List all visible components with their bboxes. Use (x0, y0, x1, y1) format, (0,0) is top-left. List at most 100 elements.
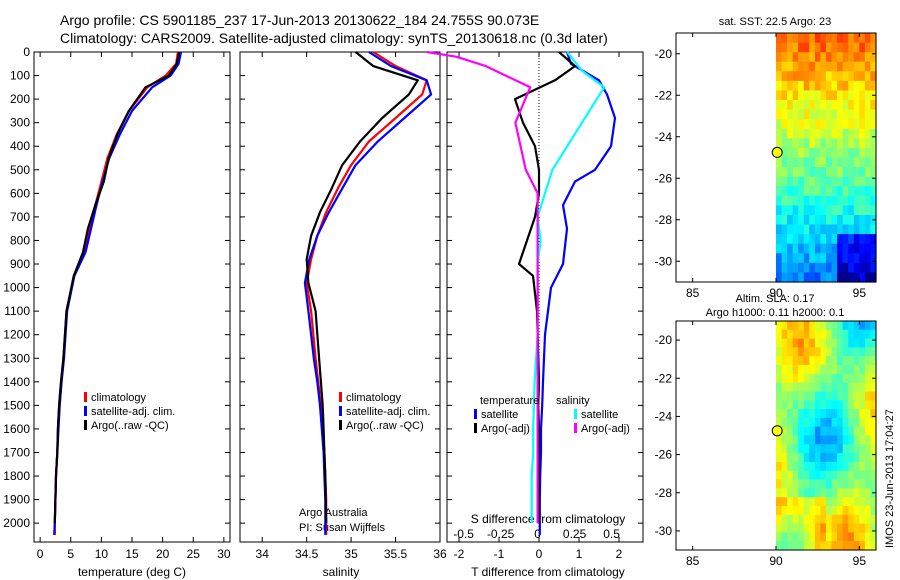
map-cell (820, 523, 827, 533)
map-cell (826, 435, 833, 445)
map-cell (814, 409, 822, 419)
map-cell (837, 42, 844, 53)
map-cell (859, 488, 866, 498)
map-cell (781, 506, 788, 516)
map-cell (787, 400, 794, 410)
map-cell (809, 453, 816, 463)
map-cell (842, 52, 849, 63)
map-cell (870, 479, 877, 489)
map-cell (814, 253, 822, 264)
map-cell (820, 234, 827, 245)
map-cell (809, 523, 816, 533)
map-cell (792, 426, 799, 437)
map-cell (837, 479, 844, 489)
map-cell (776, 224, 783, 235)
map-cell (809, 470, 816, 481)
map-cell (781, 119, 788, 130)
map-cell (864, 321, 872, 331)
map-cell (831, 138, 838, 149)
map-cell (859, 461, 866, 472)
map-cell (853, 506, 860, 516)
map-cell (814, 523, 822, 533)
s-diff-tick-label: -0.25 (487, 527, 515, 541)
map-cell (870, 234, 877, 245)
map-cell (820, 514, 827, 525)
legend-header-salinity: salinity (556, 395, 590, 407)
map-cell (814, 444, 822, 454)
map-cell (864, 338, 872, 348)
map-cell (792, 488, 799, 498)
map-cell (831, 453, 838, 463)
map-cell (837, 234, 844, 245)
map-cell (814, 272, 822, 283)
map-cell (842, 61, 849, 72)
map-cell (870, 42, 877, 53)
map-cell (826, 128, 833, 139)
map-cell (842, 488, 849, 498)
map-cell (820, 497, 827, 507)
map-cell (814, 205, 822, 216)
map-cell (864, 272, 872, 283)
map-cell (792, 417, 799, 428)
map-cell (870, 61, 877, 72)
map-cell (870, 100, 877, 111)
map-cell (864, 42, 872, 53)
map-cell (864, 329, 872, 340)
map-cell (803, 417, 810, 428)
map-cell (848, 479, 855, 489)
map-cell (803, 461, 810, 472)
map-cell (864, 147, 872, 159)
map-cell (781, 523, 788, 533)
map-cell (820, 71, 827, 82)
lat-tick-label: -20 (655, 47, 673, 61)
map-cell (831, 435, 838, 445)
map-cell (853, 186, 860, 197)
map-cell (809, 147, 816, 159)
map-cell (864, 435, 872, 445)
x-tick-label: -1 (494, 547, 505, 561)
map-cell (831, 541, 838, 551)
map-cell (859, 253, 866, 264)
map-cell (798, 90, 805, 101)
map-cell (803, 426, 810, 437)
map-cell (842, 497, 849, 507)
plot-frame (239, 51, 441, 543)
map-cell (837, 365, 844, 375)
map-cell (864, 409, 872, 419)
map-cell (826, 532, 833, 542)
map-cell (776, 488, 783, 498)
map-cell (848, 541, 855, 551)
map-cell (809, 100, 816, 111)
map-cell (837, 453, 844, 463)
map-cell (814, 109, 822, 120)
depth-tick-label: 0 (23, 45, 30, 59)
map-cell (837, 100, 844, 111)
map-cell (826, 205, 833, 216)
map-cell (814, 417, 822, 428)
map-cell (870, 417, 877, 428)
map-cell (776, 176, 783, 187)
depth-tick-label: 1900 (3, 493, 30, 507)
map-cell (809, 80, 816, 92)
map-cell (826, 234, 833, 245)
map-cell (803, 147, 810, 159)
sla-map-panel: Altim. SLA: 0.17 Argo h1000: 0.11 h2000:… (655, 293, 877, 568)
map-cell (870, 329, 877, 340)
map-cell (787, 514, 794, 525)
map-cell (864, 176, 872, 187)
map-cell (842, 444, 849, 454)
map-cell (787, 262, 794, 273)
map-cell (820, 205, 827, 216)
map-cell (864, 205, 872, 216)
map-cell (864, 109, 872, 120)
map-cell (826, 167, 833, 178)
map-cell (787, 479, 794, 489)
map-cell (792, 119, 799, 130)
depth-tick-label: 300 (10, 116, 30, 130)
map-cell (859, 138, 866, 149)
map-cell (781, 167, 788, 178)
map-cell (809, 262, 816, 273)
map-cell (798, 167, 805, 178)
map-cell (864, 128, 872, 139)
map-cell (814, 33, 822, 44)
